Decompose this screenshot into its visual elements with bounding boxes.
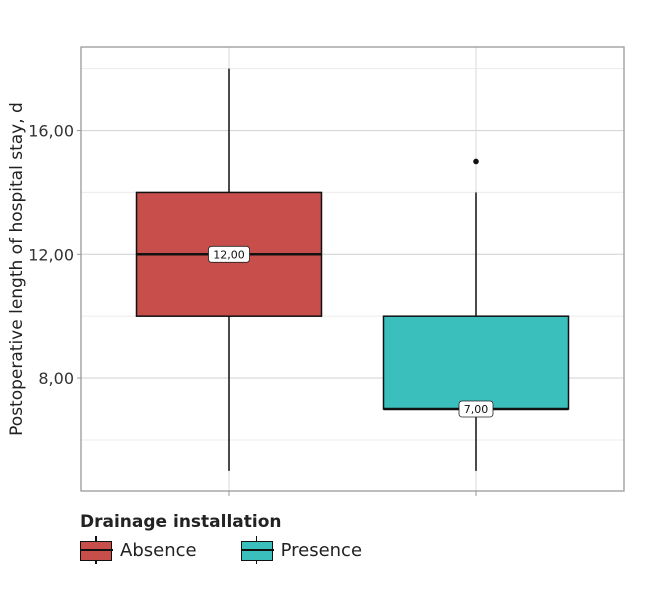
plot-border bbox=[80, 46, 625, 492]
legend-key-presence bbox=[240, 536, 274, 564]
outlier-point bbox=[473, 158, 479, 165]
y-axis-label: Postoperative length of hospital stay, d bbox=[7, 102, 27, 436]
legend-item-absence: Absence bbox=[80, 536, 197, 564]
box-presence: 7,00 bbox=[382, 158, 570, 471]
median-label-box bbox=[208, 245, 250, 263]
legend-label: Presence bbox=[280, 539, 363, 561]
median-label-box bbox=[458, 400, 494, 418]
y-tick-label: 8,00 bbox=[38, 369, 74, 388]
legend-item-presence: Presence bbox=[240, 536, 363, 564]
legend: Drainage installation Absence Presence bbox=[80, 512, 363, 564]
legend-key-absence bbox=[80, 536, 113, 564]
y-tick-label: 12,00 bbox=[28, 245, 74, 264]
legend-label: Absence bbox=[120, 539, 197, 561]
median-label: 7,00 bbox=[464, 403, 489, 416]
box-absence: 12,00 bbox=[135, 68, 323, 471]
box-iqr bbox=[382, 315, 570, 410]
median-label: 12,00 bbox=[213, 248, 245, 261]
legend-title: Drainage installation bbox=[80, 512, 282, 532]
y-tick-label: 16,00 bbox=[28, 122, 74, 141]
